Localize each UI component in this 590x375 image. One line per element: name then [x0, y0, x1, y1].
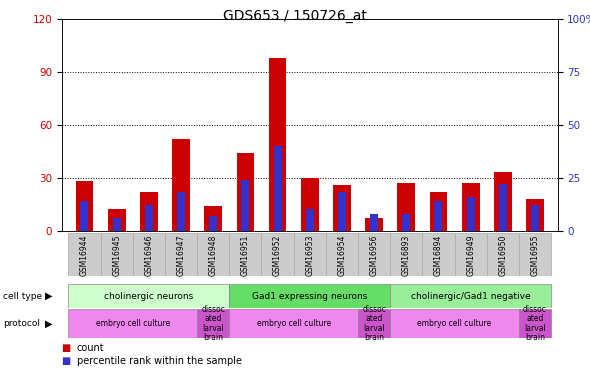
Text: protocol: protocol	[3, 319, 40, 328]
Bar	[430, 192, 447, 231]
Text: dissoc
ated
larval
brain: dissoc ated larval brain	[523, 305, 547, 342]
Text: GSM16950: GSM16950	[499, 234, 507, 276]
Bar	[326, 232, 358, 276]
Bar	[306, 209, 314, 231]
Bar	[422, 232, 454, 276]
Bar	[487, 232, 519, 276]
Bar	[197, 232, 230, 276]
Bar	[434, 201, 442, 231]
Bar	[531, 205, 539, 231]
Bar	[80, 201, 88, 231]
Text: dissoc
ated
larval
brain: dissoc ated larval brain	[201, 305, 225, 342]
Text: GSM16954: GSM16954	[337, 234, 346, 276]
Text: GSM16946: GSM16946	[145, 234, 153, 276]
Text: ■: ■	[62, 343, 74, 353]
Text: embryo cell culture: embryo cell culture	[418, 319, 491, 328]
Bar	[177, 192, 185, 231]
Text: GSM16951: GSM16951	[241, 234, 250, 276]
Bar	[390, 309, 519, 338]
Text: GSM16953: GSM16953	[305, 234, 314, 276]
Text: GSM16894: GSM16894	[434, 234, 443, 276]
Bar	[365, 218, 383, 231]
Bar	[358, 309, 390, 338]
Bar	[68, 232, 100, 276]
Bar	[494, 172, 512, 231]
Bar	[230, 309, 358, 338]
Bar	[467, 197, 474, 231]
Bar	[230, 284, 390, 308]
Text: GSM16893: GSM16893	[402, 234, 411, 276]
Bar	[301, 178, 319, 231]
Bar	[333, 185, 351, 231]
Bar	[338, 192, 346, 231]
Bar	[76, 181, 93, 231]
Bar	[462, 183, 480, 231]
Text: embryo cell culture: embryo cell culture	[257, 319, 331, 328]
Bar	[294, 232, 326, 276]
Text: percentile rank within the sample: percentile rank within the sample	[77, 356, 242, 366]
Text: GSM16956: GSM16956	[369, 234, 379, 276]
Bar	[113, 218, 120, 231]
Text: cholinergic/Gad1 negative: cholinergic/Gad1 negative	[411, 292, 530, 301]
Bar	[230, 232, 261, 276]
Bar	[370, 214, 378, 231]
Bar	[519, 232, 551, 276]
Bar	[68, 284, 230, 308]
Bar	[499, 184, 507, 231]
Bar	[261, 232, 294, 276]
Bar	[358, 232, 390, 276]
Bar	[519, 309, 551, 338]
Text: ▶: ▶	[45, 291, 52, 301]
Text: GSM16948: GSM16948	[209, 234, 218, 276]
Bar	[209, 216, 217, 231]
Bar	[140, 192, 158, 231]
Bar	[145, 205, 153, 231]
Bar	[237, 153, 254, 231]
Text: embryo cell culture: embryo cell culture	[96, 319, 170, 328]
Bar	[100, 232, 133, 276]
Text: dissoc
ated
larval
brain: dissoc ated larval brain	[362, 305, 386, 342]
Bar	[390, 284, 551, 308]
Bar	[268, 58, 286, 231]
Text: cell type: cell type	[3, 292, 42, 301]
Bar	[274, 146, 281, 231]
Text: GSM16955: GSM16955	[530, 234, 539, 276]
Text: GSM16945: GSM16945	[112, 234, 121, 276]
Text: count: count	[77, 343, 104, 353]
Text: GSM16944: GSM16944	[80, 234, 89, 276]
Bar	[241, 180, 250, 231]
Text: cholinergic neurons: cholinergic neurons	[104, 292, 194, 301]
Bar	[390, 232, 422, 276]
Text: GSM16952: GSM16952	[273, 234, 282, 276]
Bar	[398, 183, 415, 231]
Text: GDS653 / 150726_at: GDS653 / 150726_at	[223, 9, 367, 23]
Text: GSM16947: GSM16947	[176, 234, 185, 276]
Text: Gad1 expressing neurons: Gad1 expressing neurons	[252, 292, 368, 301]
Text: ▶: ▶	[45, 318, 52, 328]
Bar	[402, 214, 410, 231]
Bar	[526, 199, 544, 231]
Bar	[172, 139, 190, 231]
Text: GSM16949: GSM16949	[466, 234, 475, 276]
Bar	[133, 232, 165, 276]
Bar	[204, 206, 222, 231]
Bar	[165, 232, 197, 276]
Bar	[68, 309, 197, 338]
Bar	[454, 232, 487, 276]
Bar	[108, 209, 126, 231]
Text: ■: ■	[62, 356, 74, 366]
Bar	[197, 309, 230, 338]
